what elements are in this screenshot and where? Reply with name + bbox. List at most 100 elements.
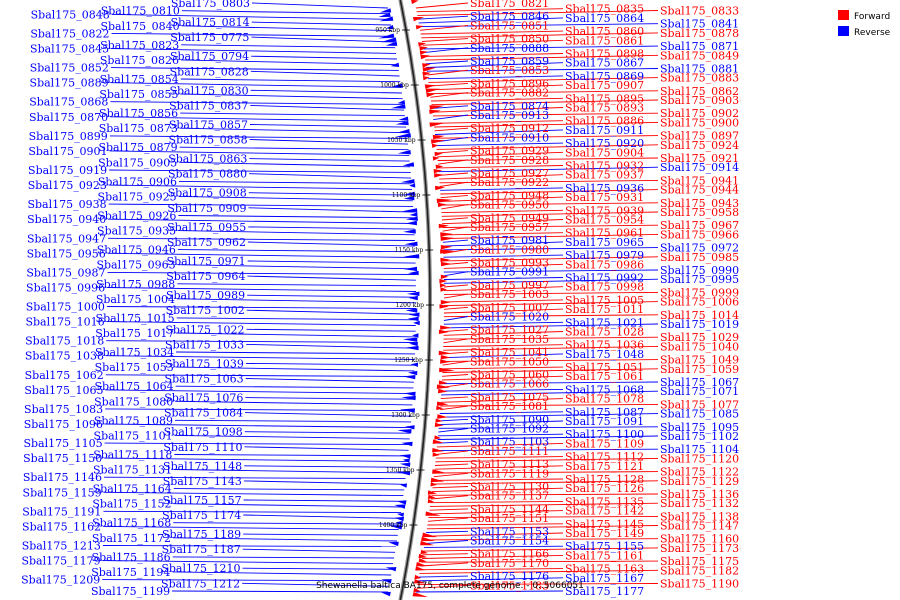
gene-label[interactable]: Sbal175_1166 (470, 548, 549, 561)
gene-label[interactable]: Sbal175_0923 (28, 179, 107, 192)
gene-label[interactable]: Sbal175_0985 (660, 251, 739, 264)
gene-label[interactable]: Sbal175_1091 (565, 415, 644, 428)
gene-label[interactable]: Sbal175_1049 (660, 354, 739, 367)
gene-label[interactable]: Sbal175_1007 (470, 301, 549, 314)
gene-label[interactable]: Sbal175_1064 (94, 380, 173, 393)
gene-label[interactable]: Sbal175_0902 (660, 107, 739, 120)
gene-label[interactable]: Sbal175_0880 (168, 168, 247, 181)
gene-label[interactable]: Sbal175_1014 (660, 309, 739, 322)
gene-label[interactable]: Sbal175_0850 (470, 33, 549, 46)
gene-label[interactable]: Sbal175_0964 (166, 270, 245, 283)
gene-label[interactable]: Sbal175_1209 (21, 574, 100, 587)
gene-label[interactable]: Sbal175_0823 (100, 39, 179, 52)
gene-label[interactable]: Sbal175_1147 (660, 520, 739, 533)
gene-label[interactable]: Sbal175_0914 (660, 161, 739, 174)
gene-label[interactable]: Sbal175_0803 (171, 0, 250, 10)
gene-label[interactable]: Sbal175_0874 (470, 100, 549, 113)
gene-label[interactable]: Sbal175_1104 (660, 443, 739, 456)
gene-label[interactable]: Sbal175_1041 (470, 346, 549, 359)
gene-label[interactable]: Sbal175_1015 (96, 312, 175, 325)
gene-label[interactable]: Sbal175_1187 (162, 543, 241, 556)
gene-label[interactable]: Sbal175_0833 (660, 5, 739, 18)
gene-label[interactable]: Sbal175_0922 (470, 176, 549, 189)
gene-label[interactable]: Sbal175_1098 (164, 426, 243, 439)
gene-label[interactable]: Sbal175_0954 (565, 214, 644, 227)
gene-label[interactable]: Sbal175_0935 (97, 225, 176, 238)
gene-label[interactable]: Sbal175_1087 (565, 406, 644, 419)
gene-label[interactable]: Sbal175_1113 (470, 458, 549, 471)
gene-label[interactable]: Sbal175_1068 (565, 383, 644, 396)
gene-label[interactable]: Sbal175_0794 (170, 50, 249, 63)
gene-label[interactable]: Sbal175_0995 (660, 273, 739, 286)
gene-label[interactable]: Sbal175_1019 (660, 318, 739, 331)
gene-label[interactable]: Sbal175_0893 (565, 102, 644, 115)
gene-label[interactable]: Sbal175_1102 (660, 430, 739, 443)
gene-label[interactable]: Sbal175_1159 (23, 486, 102, 499)
gene-label[interactable]: Sbal175_0848 (31, 8, 110, 21)
gene-label[interactable]: Sbal175_0862 (660, 85, 739, 98)
gene-label[interactable]: Sbal175_0925 (98, 190, 177, 203)
gene-label[interactable]: Sbal175_0882 (470, 87, 549, 100)
gene-label[interactable]: Sbal175_1189 (162, 528, 241, 541)
gene-label[interactable]: Sbal175_1051 (565, 361, 644, 374)
gene-label[interactable]: Sbal175_0886 (565, 115, 644, 128)
gene-label[interactable]: Sbal175_1080 (94, 395, 173, 408)
gene-label[interactable]: Sbal175_1213 (22, 540, 101, 553)
gene-label[interactable]: Sbal175_0868 (29, 96, 108, 109)
gene-label[interactable]: Sbal175_0826 (100, 54, 179, 67)
gene-label[interactable]: Sbal175_1170 (470, 557, 549, 570)
gene-label[interactable]: Sbal175_0924 (660, 139, 739, 152)
gene-label[interactable]: Sbal175_0883 (660, 72, 739, 85)
gene-label[interactable]: Sbal175_0920 (565, 137, 644, 150)
gene-label[interactable]: Sbal175_1006 (660, 296, 739, 309)
gene-label[interactable]: Sbal175_1004 (96, 293, 175, 306)
gene-label[interactable]: Sbal175_0907 (565, 79, 644, 92)
gene-label[interactable]: Sbal175_1175 (660, 555, 739, 568)
gene-label[interactable]: Sbal175_1145 (565, 518, 644, 531)
gene-label[interactable]: Sbal175_0895 (565, 92, 644, 105)
gene-label[interactable]: Sbal175_1063 (165, 373, 244, 386)
gene-label[interactable]: Sbal175_1000 (26, 301, 105, 314)
gene-label[interactable]: Sbal175_1191 (22, 505, 101, 518)
gene-label[interactable]: Sbal175_1083 (24, 403, 103, 416)
gene-label[interactable]: Sbal175_1109 (565, 437, 644, 450)
gene-label[interactable]: Sbal175_1053 (95, 361, 174, 374)
gene-label[interactable]: Sbal175_1190 (660, 578, 739, 591)
gene-label[interactable]: Sbal175_1194 (91, 566, 170, 579)
gene-label[interactable]: Sbal175_0991 (470, 266, 549, 279)
gene-label[interactable]: Sbal175_1027 (470, 324, 549, 337)
gene-label[interactable]: Sbal175_0870 (29, 111, 108, 124)
gene-label[interactable]: Sbal175_0867 (565, 57, 644, 70)
gene-label[interactable]: Sbal175_1149 (565, 527, 644, 540)
gene-label[interactable]: Sbal175_0940 (27, 213, 106, 226)
gene-label[interactable]: Sbal175_1040 (660, 340, 739, 353)
gene-label[interactable]: Sbal175_1020 (470, 311, 549, 324)
gene-label[interactable]: Sbal175_0936 (565, 182, 644, 195)
gene-label[interactable]: Sbal175_0853 (470, 64, 549, 77)
gene-label[interactable]: Sbal175_0966 (660, 228, 739, 241)
gene-label[interactable]: Sbal175_1062 (25, 369, 104, 382)
gene-label[interactable]: Sbal175_1071 (660, 385, 739, 398)
gene-label[interactable]: Sbal175_1182 (660, 564, 739, 577)
gene-label[interactable]: Sbal175_1017 (95, 327, 174, 340)
gene-label[interactable]: Sbal175_0987 (26, 266, 105, 279)
gene-label[interactable]: Sbal175_0956 (27, 247, 106, 260)
gene-label[interactable]: Sbal175_0913 (470, 109, 549, 122)
gene-label[interactable]: Sbal175_0888 (470, 42, 549, 55)
gene-label[interactable]: Sbal175_0840 (100, 20, 179, 33)
gene-label[interactable]: Sbal175_0889 (30, 77, 109, 90)
gene-label[interactable]: Sbal175_1142 (565, 505, 644, 518)
gene-label[interactable]: Sbal175_1210 (161, 562, 240, 575)
gene-label[interactable]: Sbal175_1078 (565, 393, 644, 406)
gene-label[interactable]: Sbal175_0948 (470, 189, 549, 202)
gene-label[interactable]: Sbal175_1090 (470, 413, 549, 426)
gene-label[interactable]: Sbal175_0900 (660, 116, 739, 129)
gene-label[interactable]: Sbal175_0911 (565, 124, 644, 137)
gene-label[interactable]: Sbal175_0926 (97, 210, 176, 223)
gene-label[interactable]: Sbal175_0910 (470, 131, 549, 144)
gene-label[interactable]: Sbal175_0996 (26, 282, 105, 295)
gene-label[interactable]: Sbal175_1016 (25, 316, 104, 329)
gene-label[interactable]: Sbal175_1059 (660, 363, 739, 376)
gene-label[interactable]: Sbal175_0855 (99, 88, 178, 101)
gene-label[interactable]: Sbal175_0897 (660, 130, 739, 143)
